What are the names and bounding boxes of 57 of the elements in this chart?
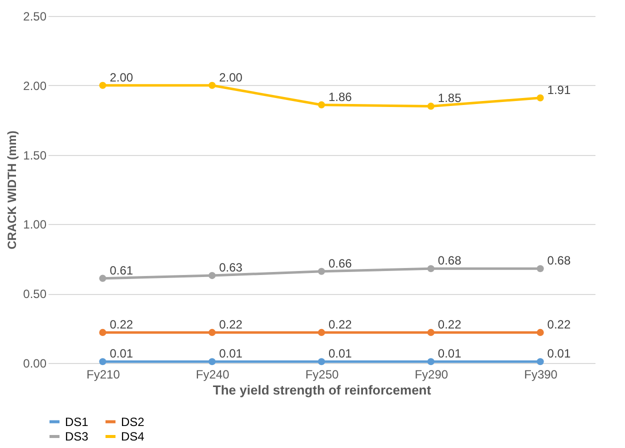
legend-label: DS3: [65, 430, 89, 444]
x-tick-label: Fy390: [524, 368, 558, 382]
data-label: 0.61: [110, 263, 134, 278]
point: [208, 328, 216, 336]
y-tick-label: 0.50: [23, 287, 47, 302]
point: [427, 265, 434, 272]
point: [536, 94, 544, 102]
legend-label: DS4: [121, 430, 145, 444]
point: [318, 328, 326, 336]
point: [318, 101, 326, 108]
data-label: 0.63: [219, 260, 243, 275]
data-label: 2.00: [219, 70, 243, 84]
legend-label: DS2: [121, 414, 145, 429]
point: [427, 102, 434, 110]
data-label: 0.22: [219, 317, 243, 332]
point: [99, 358, 106, 366]
point: [99, 328, 106, 336]
x-tick-label: Fy210: [86, 368, 120, 382]
point: [99, 82, 106, 89]
data-label: 1.91: [547, 82, 571, 97]
legend-label: DS1: [65, 414, 89, 429]
data-label: 0.68: [547, 254, 571, 268]
data-label: 0.22: [438, 317, 462, 332]
data-label: 0.01: [547, 346, 571, 361]
point: [536, 265, 544, 272]
x-axis-title: The yield strength of reinforcement: [212, 382, 432, 398]
x-tick-label: Fy250: [305, 368, 339, 382]
point: [208, 82, 216, 89]
point: [99, 274, 106, 282]
x-tick-label: Fy290: [414, 368, 448, 382]
point: [427, 358, 434, 366]
y-tick-label: 2.50: [23, 10, 47, 24]
point: [208, 358, 216, 366]
y-tick-label: 1.50: [23, 148, 47, 162]
data-label: 0.66: [328, 256, 352, 270]
data-label: 1.85: [438, 91, 462, 106]
point: [318, 268, 326, 275]
x-tick-label: Fy240: [196, 368, 230, 382]
y-tick-label: 1.00: [23, 218, 47, 232]
point: [427, 328, 434, 336]
data-label: 0.22: [110, 317, 134, 332]
data-label: 2.00: [110, 70, 134, 84]
y-tick-label: 2.00: [23, 78, 47, 93]
data-label: 0.01: [110, 346, 134, 361]
data-label: 0.68: [438, 254, 462, 268]
point: [536, 358, 544, 366]
data-label: 0.22: [328, 317, 352, 332]
data-label: 0.01: [438, 346, 462, 361]
point: [536, 328, 544, 336]
y-axis-title: CRACK WIDTH (mm): [5, 130, 20, 250]
data-label: 0.22: [547, 317, 571, 332]
point: [208, 272, 216, 280]
y-tick-label: 0.00: [23, 356, 47, 370]
data-label: 0.01: [328, 346, 352, 361]
point: [318, 358, 326, 366]
data-label: 1.86: [328, 90, 352, 104]
data-label: 0.01: [219, 346, 243, 361]
